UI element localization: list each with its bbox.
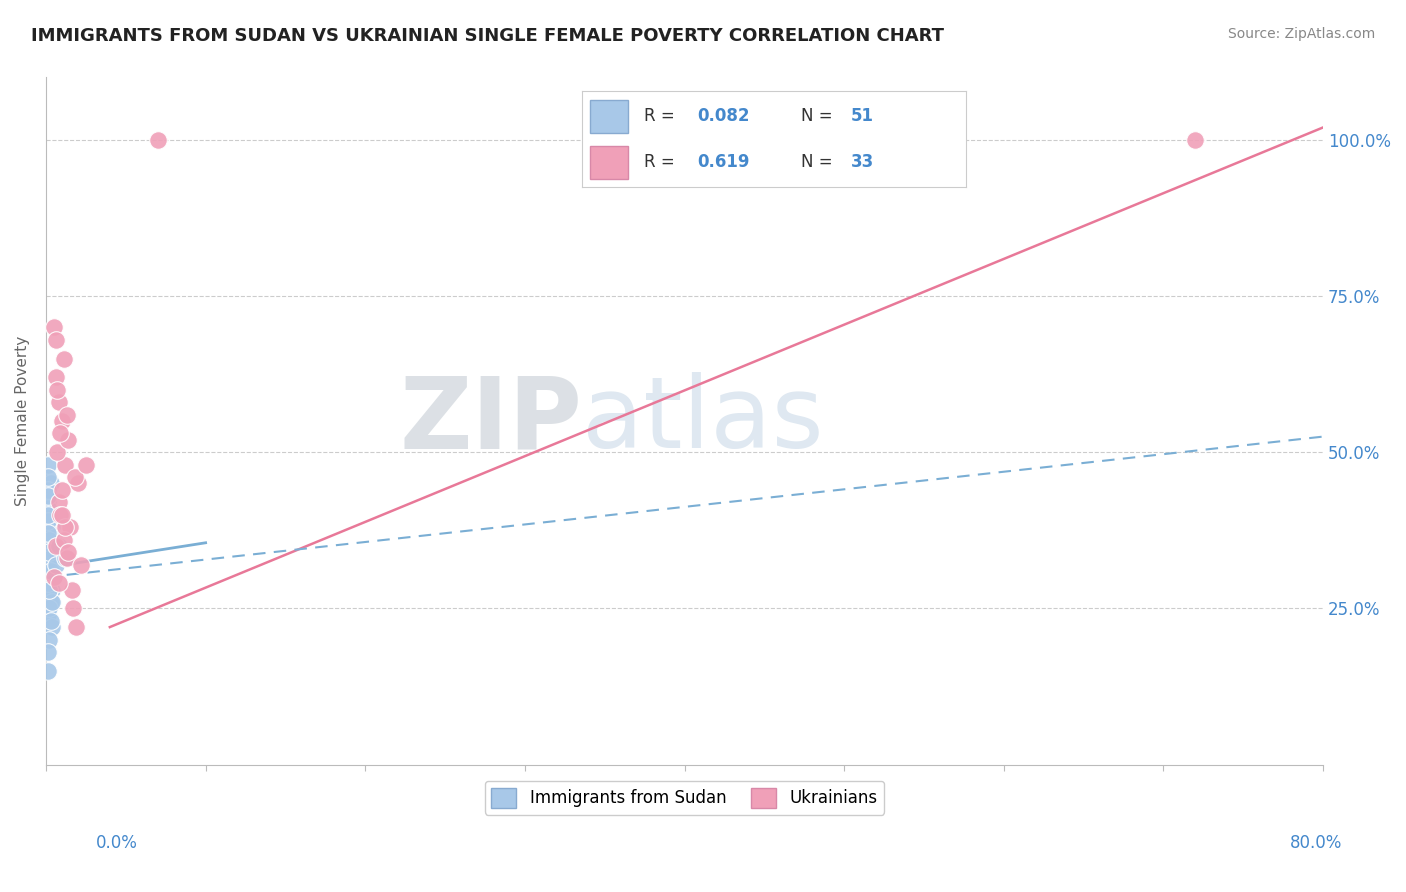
Point (38, 533, 60, 547)
Point (39, 564, 62, 578)
Point (45, 370, 67, 384)
Point (38, 570, 60, 584)
Point (37, 533, 59, 547)
Point (38, 558, 60, 572)
Point (63, 470, 86, 484)
Point (38, 601, 60, 615)
Text: Source: ZipAtlas.com: Source: ZipAtlas.com (1227, 27, 1375, 41)
Point (39, 564, 62, 578)
Point (58, 433, 80, 447)
Point (51, 414, 73, 428)
Point (146, 133, 169, 147)
Point (37, 526, 59, 541)
Point (58, 545, 80, 559)
Point (42, 570, 65, 584)
Point (38, 520, 60, 534)
Point (37, 489, 59, 503)
Point (37, 458, 59, 472)
Point (75, 458, 97, 472)
Point (45, 333, 67, 347)
Point (41, 620, 63, 634)
Point (51, 508, 73, 522)
Text: ZIP: ZIP (399, 373, 582, 469)
Point (42, 570, 65, 584)
Point (48, 495, 70, 509)
Point (1184, 133, 1206, 147)
Point (49, 508, 72, 522)
Point (60, 582, 83, 597)
Point (37, 664, 59, 678)
Point (37, 508, 59, 522)
Text: 0.0%: 0.0% (96, 834, 138, 852)
Point (48, 576, 70, 591)
Point (46, 445, 69, 459)
Point (38, 582, 60, 597)
Point (66, 476, 89, 491)
Point (65, 620, 87, 634)
Point (38, 632, 60, 647)
Point (38, 539, 60, 553)
Point (39, 595, 62, 609)
Point (37, 495, 59, 509)
Point (62, 601, 84, 615)
Y-axis label: Single Female Poverty: Single Female Poverty (15, 336, 30, 506)
Point (41, 539, 63, 553)
Text: IMMIGRANTS FROM SUDAN VS UKRAINIAN SINGLE FEMALE POVERTY CORRELATION CHART: IMMIGRANTS FROM SUDAN VS UKRAINIAN SINGL… (31, 27, 943, 45)
Point (41, 595, 63, 609)
Point (37, 470, 59, 484)
Point (42, 320, 65, 334)
Point (37, 601, 59, 615)
Text: atlas: atlas (582, 373, 824, 469)
Point (38, 576, 60, 591)
Point (53, 551, 76, 566)
Point (49, 426, 72, 441)
Point (37, 501, 59, 516)
Point (70, 558, 93, 572)
Point (45, 558, 67, 572)
Point (37, 645, 59, 659)
Point (53, 520, 76, 534)
Point (39, 476, 62, 491)
Point (48, 395, 70, 409)
Legend: Immigrants from Sudan, Ukrainians: Immigrants from Sudan, Ukrainians (485, 780, 884, 814)
Point (39, 614, 62, 628)
Point (41, 520, 63, 534)
Point (38, 545, 60, 559)
Point (38, 564, 60, 578)
Point (39, 576, 62, 591)
Point (38, 589, 60, 603)
Point (53, 458, 76, 472)
Point (52, 351, 75, 366)
Point (48, 539, 70, 553)
Text: 80.0%: 80.0% (1291, 834, 1343, 852)
Point (38, 582, 60, 597)
Point (59, 520, 82, 534)
Point (37, 607, 59, 622)
Point (51, 483, 73, 497)
Point (52, 533, 75, 547)
Point (37, 576, 59, 591)
Point (45, 539, 67, 553)
Point (39, 551, 62, 566)
Point (55, 408, 77, 422)
Point (55, 551, 77, 566)
Point (37, 514, 59, 528)
Point (37, 589, 59, 603)
Point (39, 558, 62, 572)
Point (38, 545, 60, 559)
Point (42, 551, 65, 566)
Point (46, 383, 69, 397)
Point (41, 582, 63, 597)
Point (38, 551, 60, 566)
Point (38, 582, 60, 597)
Point (37, 483, 59, 497)
Point (39, 526, 62, 541)
